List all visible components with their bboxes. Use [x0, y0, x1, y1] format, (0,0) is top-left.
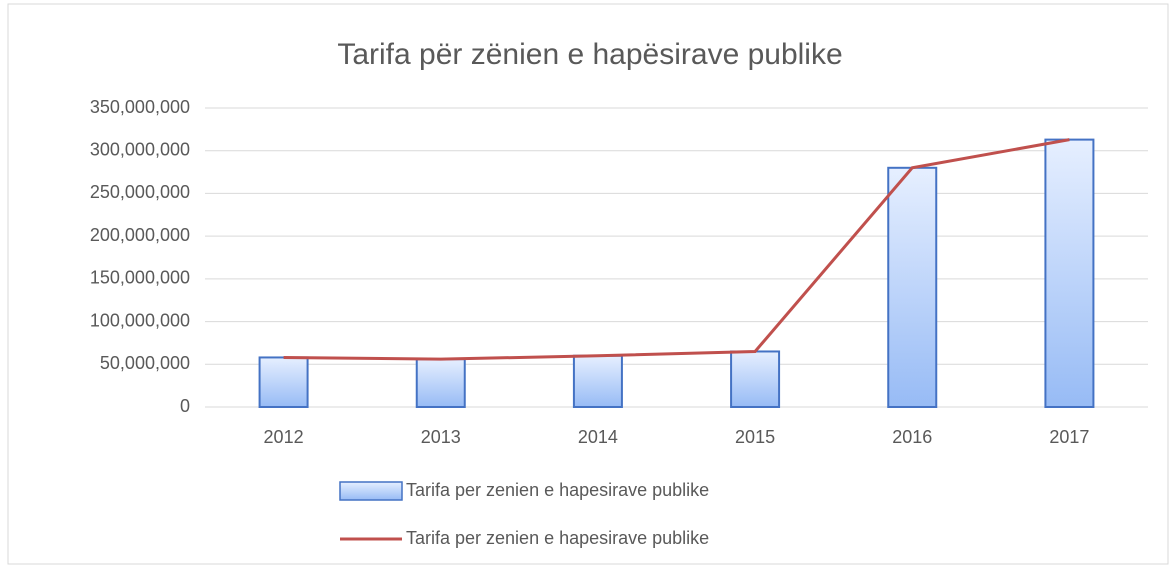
legend-label: Tarifa per zenien e hapesirave publike	[406, 480, 709, 500]
y-tick-label: 100,000,000	[90, 310, 190, 330]
y-tick-label: 250,000,000	[90, 182, 190, 202]
legend-label: Tarifa per zenien e hapesirave publike	[406, 528, 709, 548]
legend-swatch	[339, 481, 403, 501]
y-tick-label: 200,000,000	[90, 225, 190, 245]
y-tick-label: 50,000,000	[100, 353, 190, 373]
x-tick-label: 2015	[735, 427, 775, 447]
bar	[415, 358, 466, 409]
bar	[1044, 138, 1095, 408]
chart-frame	[7, 3, 1169, 565]
bar	[730, 350, 781, 409]
bar	[572, 354, 623, 408]
y-tick-label: 300,000,000	[90, 139, 190, 159]
bar	[258, 356, 309, 408]
y-tick-label: 150,000,000	[90, 268, 190, 288]
x-tick-label: 2012	[264, 427, 304, 447]
y-tick-label: 350,000,000	[90, 97, 190, 117]
line	[283, 138, 1070, 361]
y-tick-label: 0	[180, 396, 190, 416]
x-tick-label: 2017	[1049, 427, 1089, 447]
x-tick-label: 2016	[892, 427, 932, 447]
chart-title: Tarifa për zënien e hapësirave publike	[337, 38, 842, 71]
bar	[887, 166, 938, 408]
x-tick-label: 2013	[421, 427, 461, 447]
x-tick-label: 2014	[578, 427, 618, 447]
